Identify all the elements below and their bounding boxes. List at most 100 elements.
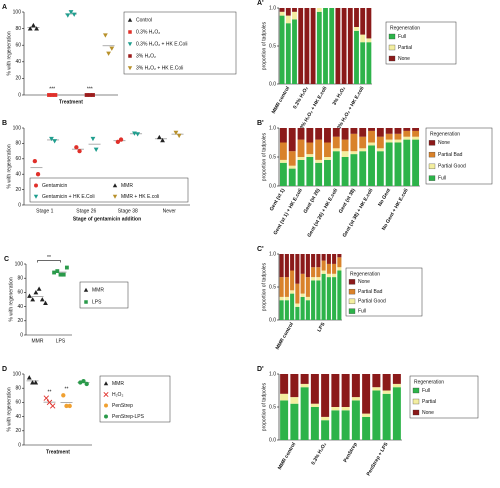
y-tick-label: 1.0 bbox=[269, 5, 276, 11]
marker bbox=[34, 26, 39, 31]
bar-segment bbox=[290, 397, 299, 404]
marker bbox=[52, 270, 57, 275]
marker bbox=[91, 93, 95, 97]
bar-segment bbox=[392, 387, 401, 440]
marker bbox=[109, 46, 115, 51]
legend-swatch bbox=[348, 308, 356, 314]
bar-segment bbox=[376, 148, 384, 152]
marker bbox=[31, 22, 36, 28]
bar-segment bbox=[385, 139, 393, 143]
panel-label: C bbox=[4, 256, 9, 263]
bar-segment bbox=[295, 283, 300, 304]
legend-box bbox=[409, 375, 479, 419]
bar-segment bbox=[311, 280, 316, 320]
bar-segment bbox=[316, 280, 321, 320]
bar-segment bbox=[412, 128, 420, 131]
bar-segment bbox=[324, 142, 331, 157]
bar-segment bbox=[341, 151, 349, 157]
bar-segment bbox=[306, 154, 314, 157]
bar-segment bbox=[306, 142, 314, 155]
legend-label: LPS bbox=[92, 299, 102, 305]
legend-label: PenStrep bbox=[112, 403, 133, 409]
bar-segment bbox=[305, 277, 310, 297]
marker bbox=[47, 93, 51, 97]
bar-segment bbox=[290, 374, 299, 398]
bar-segment bbox=[382, 393, 391, 440]
bar-segment bbox=[297, 157, 305, 160]
marker bbox=[160, 137, 165, 143]
bar-segment bbox=[300, 387, 309, 440]
bar-segment bbox=[326, 273, 331, 278]
bar-segment bbox=[351, 374, 360, 398]
bar-segment bbox=[323, 8, 328, 84]
y-tick-label: 40 bbox=[15, 414, 21, 420]
bar-segment bbox=[354, 27, 359, 31]
legend-label: Partial bbox=[398, 45, 412, 51]
bar-segment bbox=[292, 19, 297, 84]
bar-segment bbox=[332, 263, 337, 274]
bar-segment bbox=[279, 128, 287, 143]
bar-segment bbox=[279, 277, 284, 297]
marker bbox=[64, 265, 69, 270]
legend-label: H₂O₂ bbox=[112, 392, 123, 398]
marker bbox=[176, 133, 182, 139]
bar-segment bbox=[315, 139, 323, 160]
bar-segment bbox=[368, 145, 375, 186]
y-tick-label: 40 bbox=[15, 59, 21, 65]
x-axis-label: Treatment bbox=[59, 99, 83, 105]
bar-segment bbox=[382, 374, 391, 391]
x-tick-label: 0.3% H₂O₂ bbox=[310, 442, 328, 466]
bar-segment bbox=[350, 128, 358, 134]
bar-segment bbox=[285, 8, 291, 16]
bar-segment bbox=[366, 38, 372, 43]
legend-label: 0.3% H₂O₂ + HK E.Coli bbox=[136, 41, 188, 47]
y-tick-label: 20 bbox=[15, 76, 21, 82]
bar-segment bbox=[350, 151, 358, 155]
bar-segment bbox=[306, 128, 314, 143]
y-tick-label: 0 bbox=[18, 92, 21, 98]
bar-segment bbox=[306, 157, 314, 186]
marker bbox=[27, 293, 32, 298]
bar-segment bbox=[310, 374, 319, 404]
bar-segment bbox=[337, 257, 342, 268]
bar-segment bbox=[321, 374, 330, 417]
marker bbox=[135, 132, 141, 137]
marker bbox=[58, 272, 63, 277]
marker bbox=[103, 381, 109, 386]
marker bbox=[33, 290, 39, 295]
bar-segment bbox=[335, 8, 341, 84]
y-tick-label: 80 bbox=[15, 386, 21, 392]
x-tick-label: LPS bbox=[56, 338, 66, 344]
legend-swatch bbox=[412, 398, 420, 405]
bar-segment bbox=[315, 162, 323, 186]
y-tick-label: 60 bbox=[15, 156, 21, 162]
marker bbox=[127, 42, 133, 47]
bar-segment bbox=[316, 267, 321, 278]
legend-title: Regeneration bbox=[390, 25, 420, 31]
marker bbox=[84, 381, 89, 387]
bar-segment bbox=[311, 277, 316, 281]
marker bbox=[39, 297, 45, 302]
y-axis-label: proportion of tadpoles bbox=[261, 262, 267, 311]
x-tick-label: No Gent bbox=[377, 187, 392, 207]
y-tick-label: 100 bbox=[13, 9, 22, 15]
bar-segment bbox=[288, 168, 296, 186]
panel-label: B' bbox=[257, 120, 264, 127]
bar-segment bbox=[329, 8, 335, 84]
bar-segment bbox=[292, 11, 297, 20]
bar-segment bbox=[280, 374, 289, 394]
bar-segment bbox=[332, 128, 340, 137]
bar-segment bbox=[316, 11, 322, 84]
legend-box bbox=[123, 11, 237, 75]
bar-segment bbox=[285, 15, 291, 24]
y-tick-label: 1.0 bbox=[269, 371, 276, 377]
bar-segment bbox=[321, 270, 326, 274]
bar-segment bbox=[292, 8, 297, 12]
y-axis-label: % with regeneration bbox=[6, 387, 12, 431]
marker bbox=[49, 136, 54, 142]
marker bbox=[93, 147, 99, 152]
y-tick-label: 0 bbox=[20, 332, 23, 338]
bar-segment bbox=[394, 133, 402, 140]
y-tick-label: 40 bbox=[15, 172, 21, 178]
x-tick-label: Gent (st 1) bbox=[269, 187, 287, 212]
